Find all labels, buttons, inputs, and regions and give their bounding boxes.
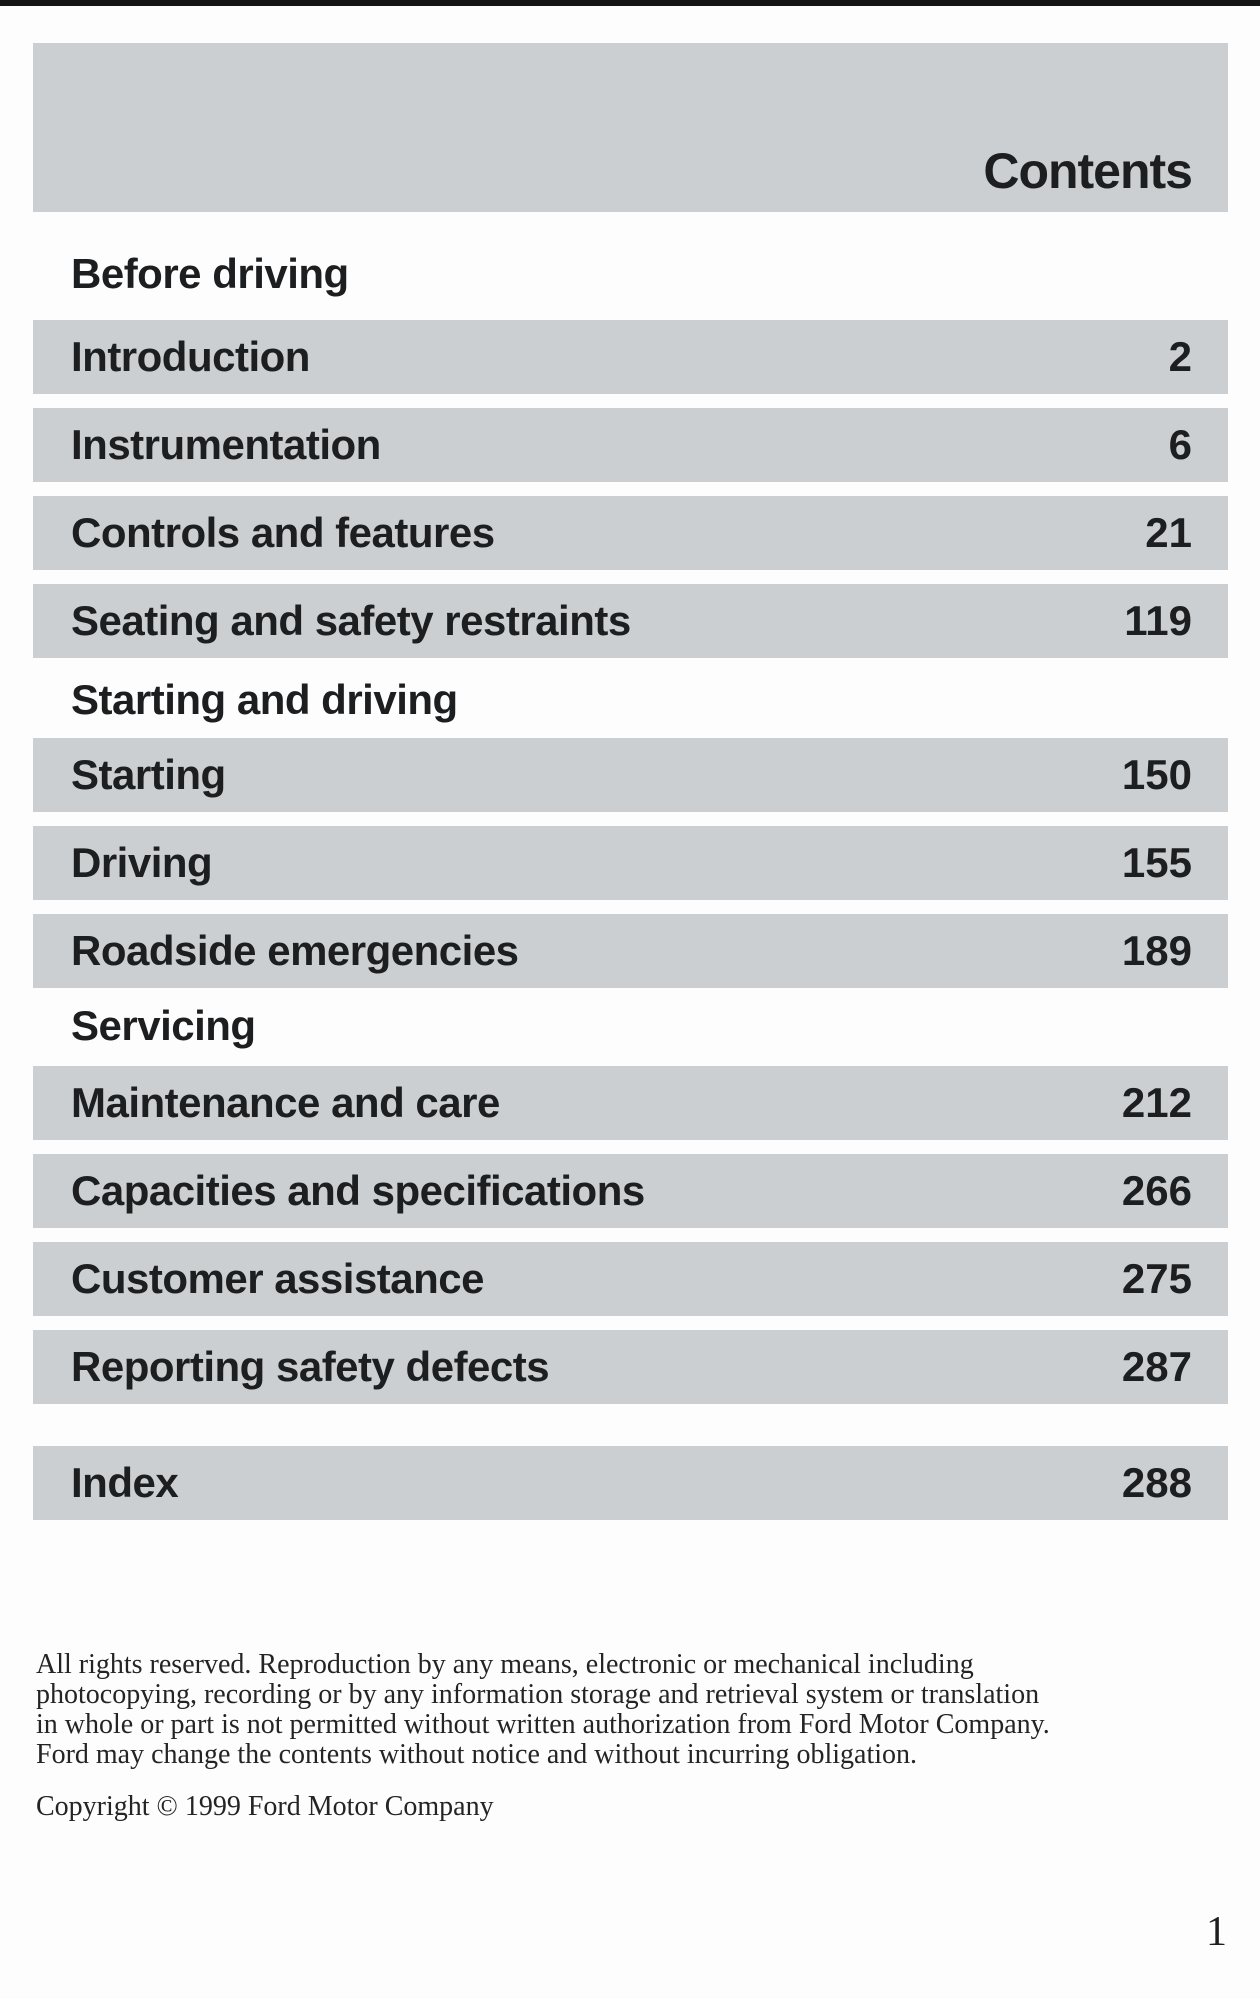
- legal-notice-line-3: in whole or part is not permitted withou…: [36, 1709, 1050, 1740]
- toc-page-introduction: 2: [1168, 333, 1192, 380]
- section-heading-before-driving: Before driving: [71, 250, 349, 297]
- toc-row-starting: Starting 150: [33, 738, 1228, 812]
- legal-notice-line-1: All rights reserved. Reproduction by any…: [36, 1649, 974, 1680]
- toc-label-customer-assistance: Customer assistance: [71, 1255, 485, 1302]
- toc-label-maintenance-and-care: Maintenance and care: [71, 1079, 500, 1126]
- toc-page-capacities-and-specifications: 266: [1121, 1167, 1192, 1214]
- toc-page-instrumentation: 6: [1168, 421, 1192, 468]
- toc-row-seating-and-safety-restraints: Seating and safety restraints 119: [33, 584, 1228, 658]
- section-heading-servicing: Servicing: [71, 1002, 256, 1049]
- toc-page-reporting-safety-defects: 287: [1121, 1343, 1192, 1390]
- page-top-rule: [0, 0, 1260, 6]
- page-title: Contents: [983, 143, 1193, 199]
- toc-label-instrumentation: Instrumentation: [71, 421, 381, 468]
- copyright-line: Copyright © 1999 Ford Motor Company: [36, 1791, 494, 1822]
- legal-notice-line-2: photocopying, recording or by any inform…: [36, 1679, 1040, 1710]
- toc-row-customer-assistance: Customer assistance 275: [33, 1242, 1228, 1316]
- toc-page-maintenance-and-care: 212: [1121, 1079, 1192, 1126]
- toc-row-driving: Driving 155: [33, 826, 1228, 900]
- toc-label-roadside-emergencies: Roadside emergencies: [71, 927, 519, 974]
- section-heading-starting-and-driving: Starting and driving: [71, 676, 458, 723]
- toc-page-roadside-emergencies: 189: [1121, 927, 1192, 974]
- toc-row-reporting-safety-defects: Reporting safety defects 287: [33, 1330, 1228, 1404]
- toc-row-index: Index 288: [33, 1446, 1228, 1520]
- contents-header-band: Contents: [33, 43, 1228, 212]
- toc-label-driving: Driving: [71, 839, 213, 886]
- toc-page-seating-and-safety-restraints: 119: [1124, 597, 1192, 644]
- toc-row-capacities-and-specifications: Capacities and specifications 266: [33, 1154, 1228, 1228]
- legal-notice: All rights reserved. Reproduction by any…: [33, 1650, 1228, 1770]
- toc-row-introduction: Introduction 2: [33, 320, 1228, 394]
- toc-label-controls-and-features: Controls and features: [71, 509, 495, 556]
- toc-label-capacities-and-specifications: Capacities and specifications: [71, 1167, 645, 1214]
- toc-label-starting: Starting: [71, 751, 226, 798]
- toc-page-index: 288: [1121, 1459, 1192, 1506]
- legal-notice-line-4: Ford may change the contents without not…: [36, 1739, 918, 1770]
- toc-page-controls-and-features: 21: [1145, 509, 1192, 556]
- toc-row-controls-and-features: Controls and features 21: [33, 496, 1228, 570]
- toc-label-introduction: Introduction: [71, 333, 310, 380]
- page-number: 1: [1206, 1909, 1227, 1955]
- toc-row-instrumentation: Instrumentation 6: [33, 408, 1228, 482]
- toc-label-reporting-safety-defects: Reporting safety defects: [71, 1343, 550, 1390]
- toc-page-driving: 155: [1121, 839, 1192, 886]
- toc-page-starting: 150: [1121, 751, 1192, 798]
- contents-page: Contents Before driving Introduction 2 I…: [33, 6, 1228, 1822]
- toc-label-index: Index: [71, 1459, 179, 1506]
- toc-page-customer-assistance: 275: [1121, 1255, 1192, 1302]
- toc-row-roadside-emergencies: Roadside emergencies 189: [33, 914, 1228, 988]
- toc-row-maintenance-and-care: Maintenance and care 212: [33, 1066, 1228, 1140]
- toc-label-seating-and-safety-restraints: Seating and safety restraints: [71, 597, 631, 644]
